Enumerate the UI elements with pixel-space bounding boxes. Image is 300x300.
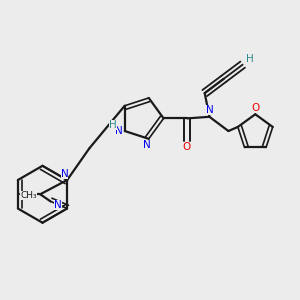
Text: N: N xyxy=(143,140,151,150)
Text: N: N xyxy=(115,126,122,136)
Text: H: H xyxy=(246,54,254,64)
Text: N: N xyxy=(206,106,214,116)
Text: N: N xyxy=(61,169,68,179)
Text: N: N xyxy=(54,200,62,209)
Text: O: O xyxy=(251,103,260,113)
Text: O: O xyxy=(183,142,191,152)
Text: H: H xyxy=(110,120,117,130)
Text: CH₃: CH₃ xyxy=(20,191,37,200)
